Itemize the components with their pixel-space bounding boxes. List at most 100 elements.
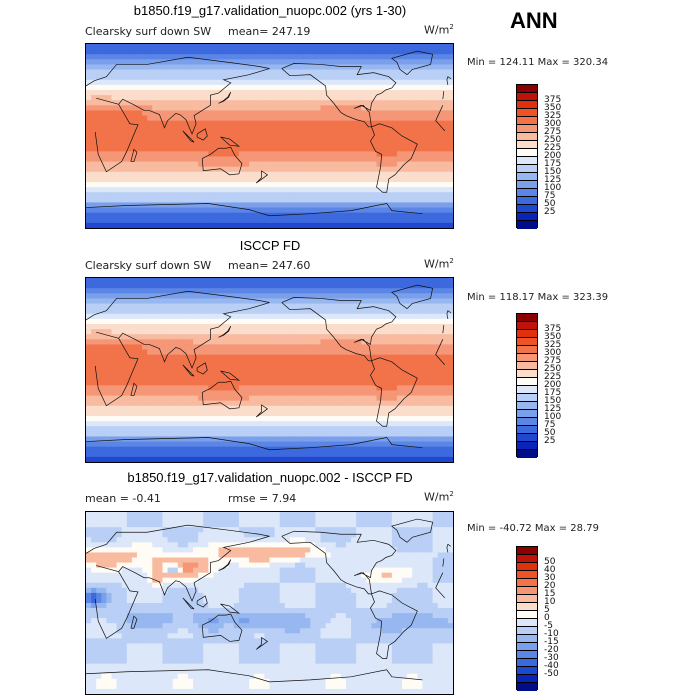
colorbar-label: 275: [544, 127, 562, 137]
panel-2-map: [85, 277, 454, 463]
colorbar-swatch: [517, 149, 537, 157]
colorbar-swatch: [517, 394, 537, 402]
colorbar-label: -40: [544, 661, 559, 671]
colorbar-swatch: [517, 197, 537, 205]
colorbar-swatch: [517, 165, 537, 173]
colorbar-label: 325: [544, 111, 562, 121]
panel-3-units: W/m2: [424, 490, 454, 504]
colorbar-swatch: [517, 426, 537, 434]
colorbar-label: -5: [544, 621, 553, 631]
colorbar-swatch: [517, 643, 537, 651]
panel-1-map: [85, 43, 454, 229]
colorbar-label: 150: [544, 396, 562, 406]
colorbar-label: -30: [544, 653, 559, 663]
colorbar-swatch: [517, 418, 537, 426]
colorbar-swatch: [517, 659, 537, 667]
colorbar-label: 250: [544, 135, 562, 145]
panel-1-minmax: Min = 124.11 Max = 320.34: [467, 57, 609, 68]
panel-1-variable-label: Clearsky surf down SW: [85, 25, 212, 38]
colorbar-label: 30: [544, 573, 556, 583]
colorbar-swatch: [517, 125, 537, 133]
panel-1-units: W/m2: [424, 23, 454, 37]
colorbar-label: 325: [544, 340, 562, 350]
colorbar-label: 300: [544, 348, 562, 358]
colorbar-swatches: [516, 313, 538, 458]
colorbar-swatch: [517, 402, 537, 410]
panel-3-minmax: Min = -40.72 Max = 28.79: [467, 523, 599, 534]
colorbar-label: 250: [544, 364, 562, 374]
colorbar-label: 100: [544, 412, 562, 422]
colorbar-label: 350: [544, 332, 562, 342]
colorbar-swatch: [517, 651, 537, 659]
colorbar-swatch: [517, 635, 537, 643]
panel-1-title: b1850.f19_g17.validation_nuopc.002 (yrs …: [133, 3, 407, 18]
colorbar-label: 200: [544, 151, 562, 161]
colorbar-label: 25: [544, 436, 556, 446]
colorbar-swatch: [517, 667, 537, 675]
colorbar-swatch: [517, 555, 537, 563]
colorbar-label: -10: [544, 629, 559, 639]
colorbar-swatch: [517, 595, 537, 603]
colorbar-label: 15: [544, 589, 556, 599]
colorbar-label: 200: [544, 380, 562, 390]
colorbar-swatch: [517, 450, 537, 458]
colorbar-swatch: [517, 93, 537, 101]
colorbar-swatch: [517, 603, 537, 611]
season-label: ANN: [510, 8, 558, 33]
colorbar-swatch: [517, 386, 537, 394]
colorbar-swatch: [517, 675, 537, 683]
colorbar-label: 175: [544, 159, 562, 169]
colorbar-swatch: [517, 370, 537, 378]
colorbar-label: 50: [544, 199, 556, 209]
colorbar-swatch: [517, 563, 537, 571]
colorbar-label: 40: [544, 565, 556, 575]
colorbar-label: -15: [544, 637, 559, 647]
colorbar-swatch: [517, 101, 537, 109]
colorbar-label: 50: [544, 557, 556, 567]
colorbar-swatch: [517, 117, 537, 125]
colorbar-swatch: [517, 362, 537, 370]
colorbar-swatches: [516, 84, 538, 229]
panel-3-title: b1850.f19_g17.validation_nuopc.002 - ISC…: [127, 470, 413, 485]
colorbar-label: 275: [544, 356, 562, 366]
colorbar-swatch: [517, 322, 537, 330]
colorbar-swatch: [517, 442, 537, 450]
panel-2-variable-label: Clearsky surf down SW: [85, 259, 212, 272]
panel-3-map: [85, 511, 454, 695]
panel-2-minmax: Min = 118.17 Max = 323.39: [467, 292, 609, 303]
colorbar-swatch: [517, 354, 537, 362]
colorbar-swatch: [517, 157, 537, 165]
colorbar-label: 100: [544, 183, 562, 193]
colorbar-label: 375: [544, 95, 562, 105]
colorbar-swatch: [517, 133, 537, 141]
colorbar-label: 75: [544, 420, 556, 430]
colorbar-swatch: [517, 205, 537, 213]
colorbar-swatch: [517, 314, 537, 322]
panel-3-rmse-label: rmse = 7.94: [228, 492, 297, 505]
colorbar-swatch: [517, 109, 537, 117]
colorbar-label: 350: [544, 103, 562, 113]
panel-3-mean-label: mean = -0.41: [85, 492, 161, 505]
colorbar-label: 375: [544, 324, 562, 334]
colorbar-swatch: [517, 85, 537, 93]
panel-2-units: W/m2: [424, 257, 454, 271]
colorbar-label: 125: [544, 175, 562, 185]
colorbar-swatches: [516, 546, 538, 691]
colorbar-label: 50: [544, 428, 556, 438]
colorbar-label: 75: [544, 191, 556, 201]
colorbar-swatch: [517, 619, 537, 627]
colorbar-label: 5: [544, 605, 550, 615]
colorbar-swatch: [517, 587, 537, 595]
colorbar-swatch: [517, 579, 537, 587]
colorbar-swatch: [517, 434, 537, 442]
panel-2-mean-label: mean= 247.60: [228, 259, 311, 272]
colorbar-label: 125: [544, 404, 562, 414]
colorbar-swatch: [517, 547, 537, 555]
panel-1-mean-label: mean= 247.19: [228, 25, 311, 38]
colorbar-label: -20: [544, 645, 559, 655]
colorbar-swatch: [517, 181, 537, 189]
colorbar-swatch: [517, 346, 537, 354]
colorbar-label: 225: [544, 372, 562, 382]
colorbar-label: 300: [544, 119, 562, 129]
colorbar-label: 0: [544, 613, 550, 623]
